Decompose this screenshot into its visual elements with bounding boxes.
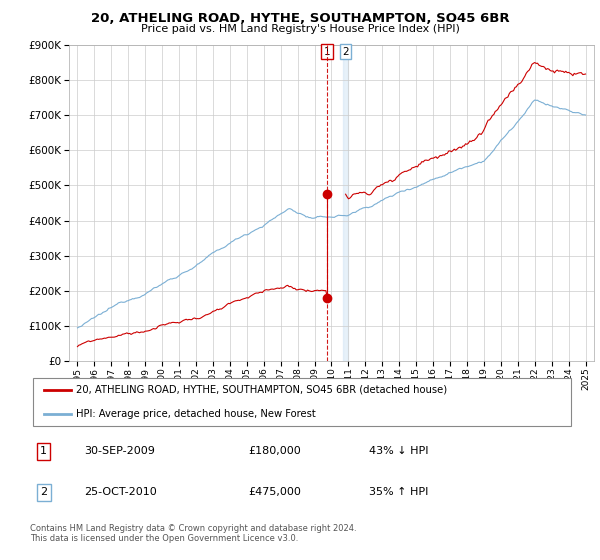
Text: Contains HM Land Registry data © Crown copyright and database right 2024.
This d: Contains HM Land Registry data © Crown c… — [30, 524, 356, 543]
Text: £475,000: £475,000 — [248, 487, 301, 497]
Text: 20, ATHELING ROAD, HYTHE, SOUTHAMPTON, SO45 6BR: 20, ATHELING ROAD, HYTHE, SOUTHAMPTON, S… — [91, 12, 509, 25]
Text: HPI: Average price, detached house, New Forest: HPI: Average price, detached house, New … — [76, 409, 316, 419]
Text: 2: 2 — [40, 487, 47, 497]
Text: 35% ↑ HPI: 35% ↑ HPI — [368, 487, 428, 497]
Bar — [343, 45, 348, 361]
Text: 20, ATHELING ROAD, HYTHE, SOUTHAMPTON, SO45 6BR (detached house): 20, ATHELING ROAD, HYTHE, SOUTHAMPTON, S… — [76, 385, 448, 395]
Text: £180,000: £180,000 — [248, 446, 301, 456]
Text: 30-SEP-2009: 30-SEP-2009 — [85, 446, 155, 456]
Text: 1: 1 — [40, 446, 47, 456]
FancyBboxPatch shape — [33, 378, 571, 426]
Text: Price paid vs. HM Land Registry's House Price Index (HPI): Price paid vs. HM Land Registry's House … — [140, 24, 460, 34]
Text: 43% ↓ HPI: 43% ↓ HPI — [368, 446, 428, 456]
Text: 1: 1 — [324, 47, 331, 57]
Text: 2: 2 — [342, 47, 349, 57]
Text: 25-OCT-2010: 25-OCT-2010 — [85, 487, 157, 497]
